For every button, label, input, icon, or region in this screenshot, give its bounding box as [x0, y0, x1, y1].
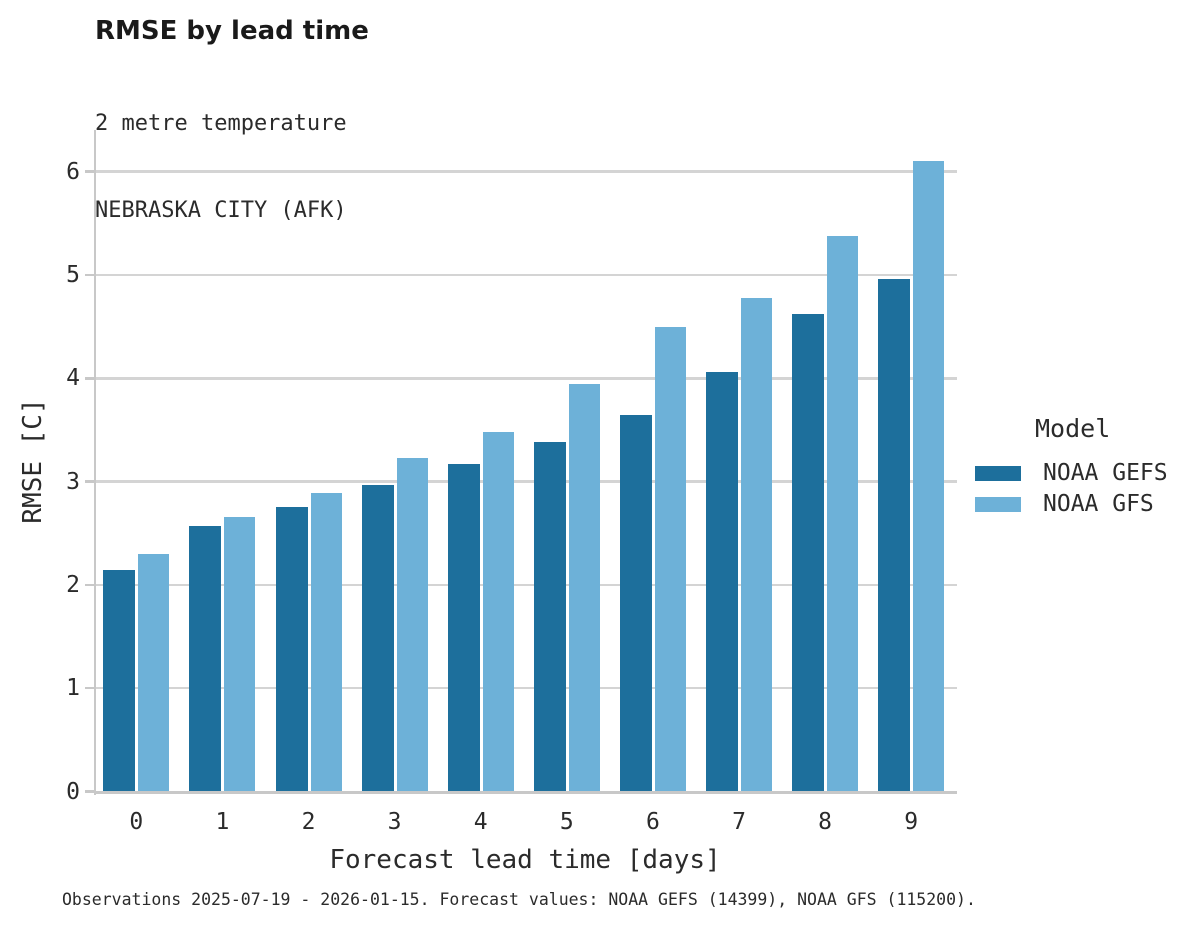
- chart-subtitle-line-variable: 2 metre temperature: [95, 111, 347, 136]
- y-tick-1: [84, 686, 94, 690]
- x-tick-label-1: 1: [215, 809, 230, 835]
- y-tick-label-1: 1: [66, 675, 80, 702]
- y-tick-5: [84, 273, 94, 277]
- bar-noaa-gefs-lead5: [533, 442, 566, 792]
- y-tick-label-2: 2: [66, 571, 80, 598]
- x-tick-label-0: 0: [129, 809, 144, 835]
- x-tick-label-9: 9: [904, 809, 919, 835]
- legend-label-gefs: NOAA GEFS: [1043, 460, 1168, 486]
- chart-subtitle: 2 metre temperature NEBRASKA CITY (AFK): [95, 51, 347, 283]
- bar-noaa-gfs-lead7: [741, 297, 772, 792]
- gridline-y3: [93, 480, 957, 483]
- caption: Observations 2025-07-19 - 2026-01-15. Fo…: [62, 890, 976, 909]
- gridline-y2: [93, 583, 957, 587]
- legend-swatch-gefs: [975, 466, 1021, 481]
- bar-noaa-gefs-lead9: [878, 279, 911, 792]
- x-tick-label-6: 6: [645, 809, 660, 835]
- bar-noaa-gefs-lead8: [792, 314, 825, 792]
- x-tick-label-7: 7: [732, 809, 746, 835]
- chart-title: RMSE by lead time: [95, 16, 369, 46]
- bar-noaa-gefs-lead6: [619, 415, 652, 792]
- y-tick-2: [84, 583, 94, 587]
- x-axis-spine: [93, 790, 957, 794]
- y-axis-spine: [93, 130, 96, 795]
- bar-noaa-gfs-lead1: [224, 516, 256, 792]
- legend-swatch-gfs: [975, 497, 1021, 512]
- gridline-y5: [93, 273, 957, 277]
- bar-noaa-gefs-lead1: [189, 526, 222, 792]
- x-tick-label-8: 8: [818, 809, 833, 835]
- x-tick-label-5: 5: [559, 809, 574, 835]
- y-tick-6: [84, 170, 94, 173]
- bar-noaa-gfs-lead4: [482, 432, 514, 792]
- x-tick-label-4: 4: [473, 809, 488, 835]
- x-axis-title: Forecast lead time [days]: [329, 845, 721, 875]
- y-tick-0: [84, 790, 94, 793]
- bar-noaa-gfs-lead9: [913, 161, 945, 792]
- bar-noaa-gefs-lead3: [361, 484, 394, 792]
- y-axis-title: RMSE [C]: [18, 398, 48, 524]
- y-tick-label-4: 4: [66, 365, 80, 392]
- bar-noaa-gfs-lead5: [568, 384, 600, 792]
- bar-noaa-gefs-lead0: [103, 570, 136, 792]
- bar-noaa-gfs-lead0: [138, 553, 170, 792]
- bar-noaa-gfs-lead8: [827, 235, 859, 792]
- bar-noaa-gfs-lead2: [310, 492, 342, 792]
- bar-noaa-gefs-lead2: [275, 507, 308, 792]
- x-tick-label-2: 2: [301, 809, 316, 835]
- y-tick-label-3: 3: [66, 468, 80, 495]
- x-tick-label-3: 3: [387, 809, 402, 835]
- y-tick-label-6: 6: [66, 158, 80, 185]
- bar-noaa-gefs-lead4: [447, 464, 480, 792]
- bar-noaa-gefs-lead7: [706, 372, 738, 792]
- y-tick-4: [84, 377, 94, 380]
- gridline-y4: [93, 377, 957, 380]
- y-tick-3: [84, 480, 94, 483]
- y-tick-label-5: 5: [66, 262, 80, 288]
- legend-title: Model: [1035, 414, 1111, 443]
- legend-label-gfs: NOAA GFS: [1043, 491, 1154, 517]
- y-tick-label-0: 0: [66, 778, 80, 805]
- bar-noaa-gfs-lead3: [396, 457, 428, 792]
- gridline-y6: [93, 170, 957, 173]
- gridline-y1: [93, 686, 957, 690]
- chart-subtitle-line-station: NEBRASKA CITY (AFK): [95, 198, 347, 223]
- bar-noaa-gfs-lead6: [654, 326, 686, 792]
